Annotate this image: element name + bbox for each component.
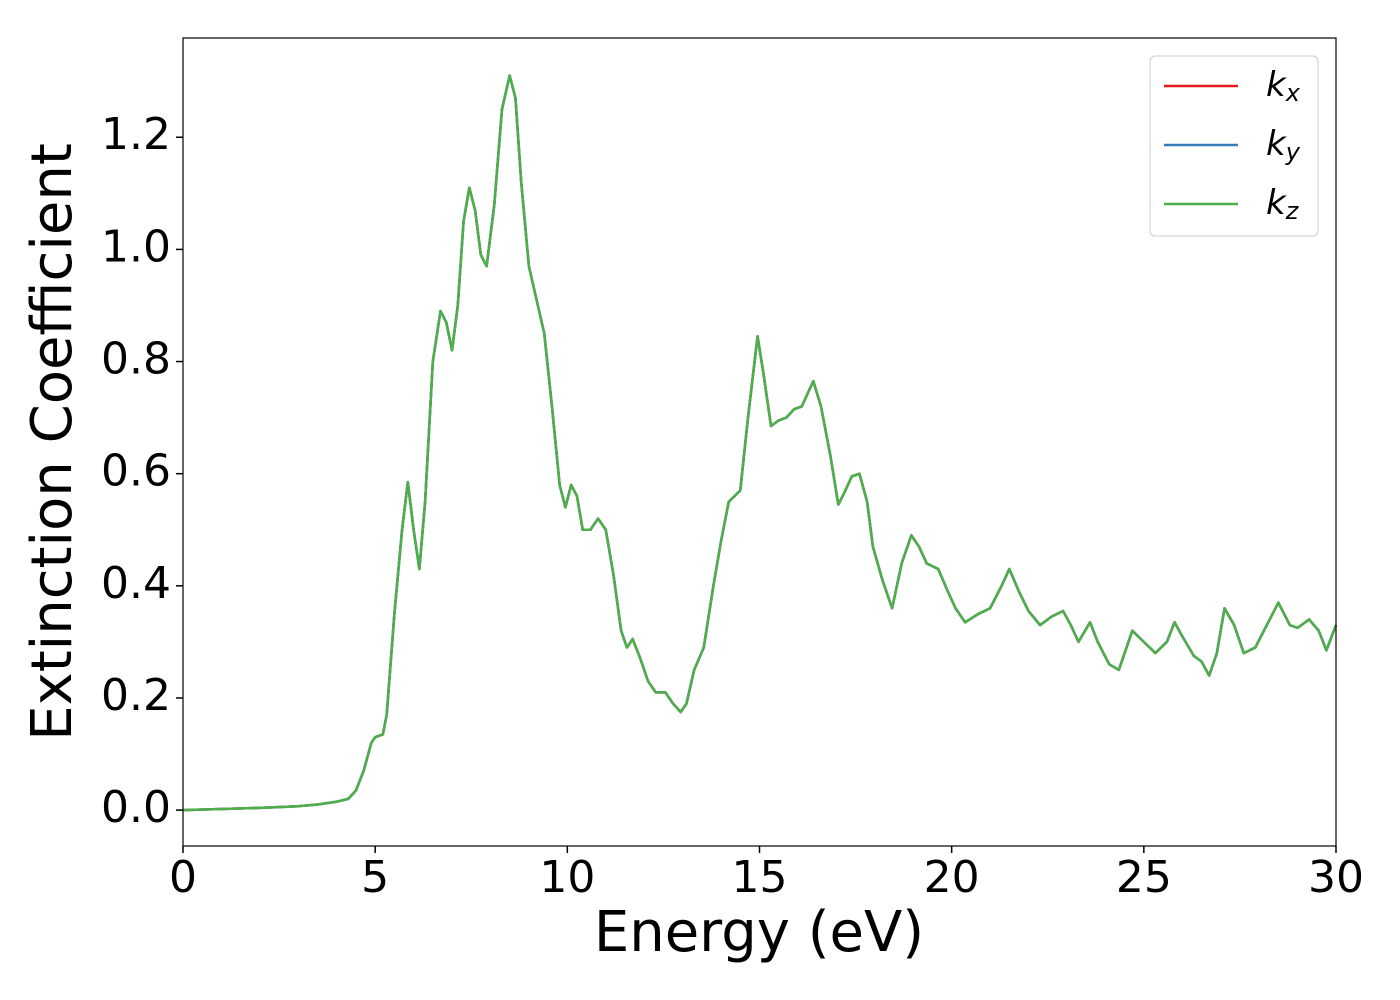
plot-frame	[182, 37, 1337, 847]
y-tick-label: 0.0	[101, 782, 171, 833]
legend-label: kx	[1266, 65, 1301, 108]
x-tick-label: 20	[924, 852, 980, 903]
y-tick-label: 0.8	[101, 334, 171, 385]
y-tick-label: 0.6	[101, 446, 171, 497]
x-tick-label: 25	[1116, 852, 1172, 903]
y-tick-label: 0.4	[101, 558, 171, 609]
x-tick-label: 5	[361, 852, 389, 903]
y-tick-label: 1.0	[101, 221, 171, 272]
legend-label: ky	[1266, 124, 1301, 167]
y-tick-label: 1.2	[101, 109, 171, 160]
y-tick-label: 0.2	[101, 670, 171, 721]
y-axis-label: Extinction Coefficient	[20, 143, 85, 741]
x-tick-label: 0	[169, 852, 197, 903]
x-axis-label: Energy (eV)	[594, 900, 924, 965]
x-tick-label: 30	[1308, 852, 1364, 903]
x-tick-label: 15	[732, 852, 788, 903]
x-tick-label: 10	[539, 852, 595, 903]
series-line	[182, 74, 1338, 812]
legend-label: kz	[1266, 183, 1300, 226]
